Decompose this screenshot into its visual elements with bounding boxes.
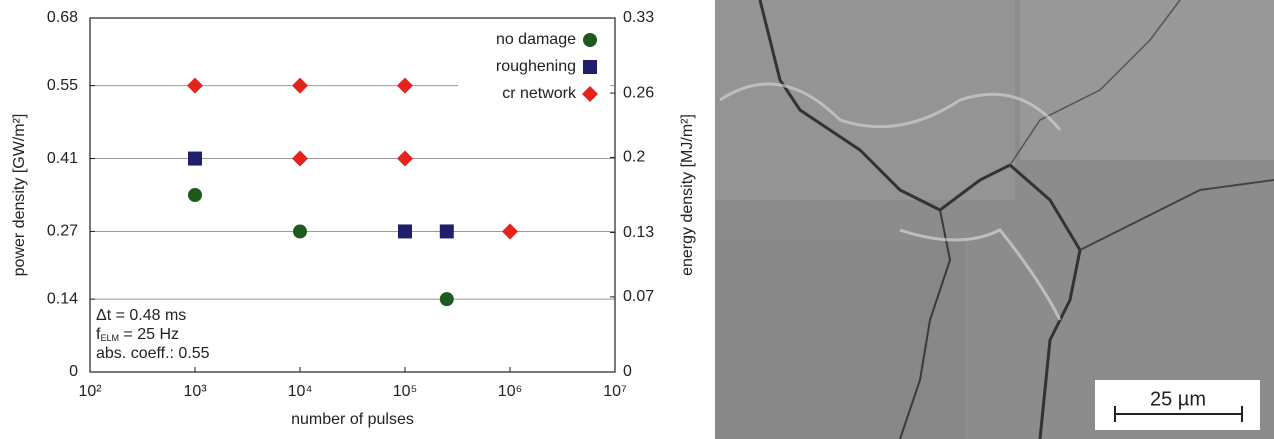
scale-bar-label: 25 µm [1150,388,1206,410]
x-tick-label: 10³ [183,383,207,400]
annotation: abs. coeff.: 0.55 [96,345,210,362]
point [188,152,202,166]
y2-tick-label: 0.33 [623,9,654,26]
annotation: fELM = 25 Hz [96,326,179,343]
y2-tick-label: 0.13 [623,224,654,241]
point [440,224,454,238]
y-tick-label: 0 [69,363,78,380]
x-tick-label: 10⁵ [393,383,417,400]
annotation: Δt = 0.48 ms [96,307,186,324]
x-tick-label: 10⁶ [498,383,522,400]
legend-label: no damage [496,31,576,48]
sem-image: 25 µm [715,0,1274,439]
point [292,151,308,167]
point [187,78,203,94]
y2-tick-label: 0.2 [623,149,645,166]
legend-label: roughening [496,58,576,75]
point [188,188,202,202]
y2-tick-label: 0.07 [623,288,654,305]
y-tick-label: 0.55 [47,77,78,94]
y2-tick-label: 0 [623,363,632,380]
point [293,224,307,238]
x-tick-label: 10² [78,383,102,400]
y-tick-label: 0.14 [47,290,78,307]
figure: 25 µm 0 0.14 0.27 0.41 0.55 0.68 0 0.07 0.13 0.2 0… [0,0,1274,439]
y-tick-label: 0.27 [47,223,78,240]
point [502,223,518,239]
annotation-part: abs. coeff.: 0.55 [96,345,210,362]
y-tick-label: 0.41 [47,150,78,167]
point [397,151,413,167]
y2-axis-label: energy density [MJ/m²] [679,114,696,276]
y-tick-label: 0.68 [47,9,78,26]
annotation-part: = 25 Hz [119,326,179,343]
point [398,224,412,238]
point [292,78,308,94]
x-tick-label: 10⁷ [603,383,627,400]
x-axis-label: number of pulses [291,411,414,428]
legend-marker [583,33,597,47]
y-axis-label: power density [GW/m²] [11,114,28,277]
legend-marker [583,60,597,74]
x-tick-label: 10⁴ [288,383,313,400]
point [440,292,454,306]
y2-tick-label: 0.26 [623,84,654,101]
annotation-part: Δt = 0.48 ms [96,307,186,324]
annotation-part: ELM [100,333,119,343]
legend-label: cr network [502,85,577,102]
point [397,78,413,94]
